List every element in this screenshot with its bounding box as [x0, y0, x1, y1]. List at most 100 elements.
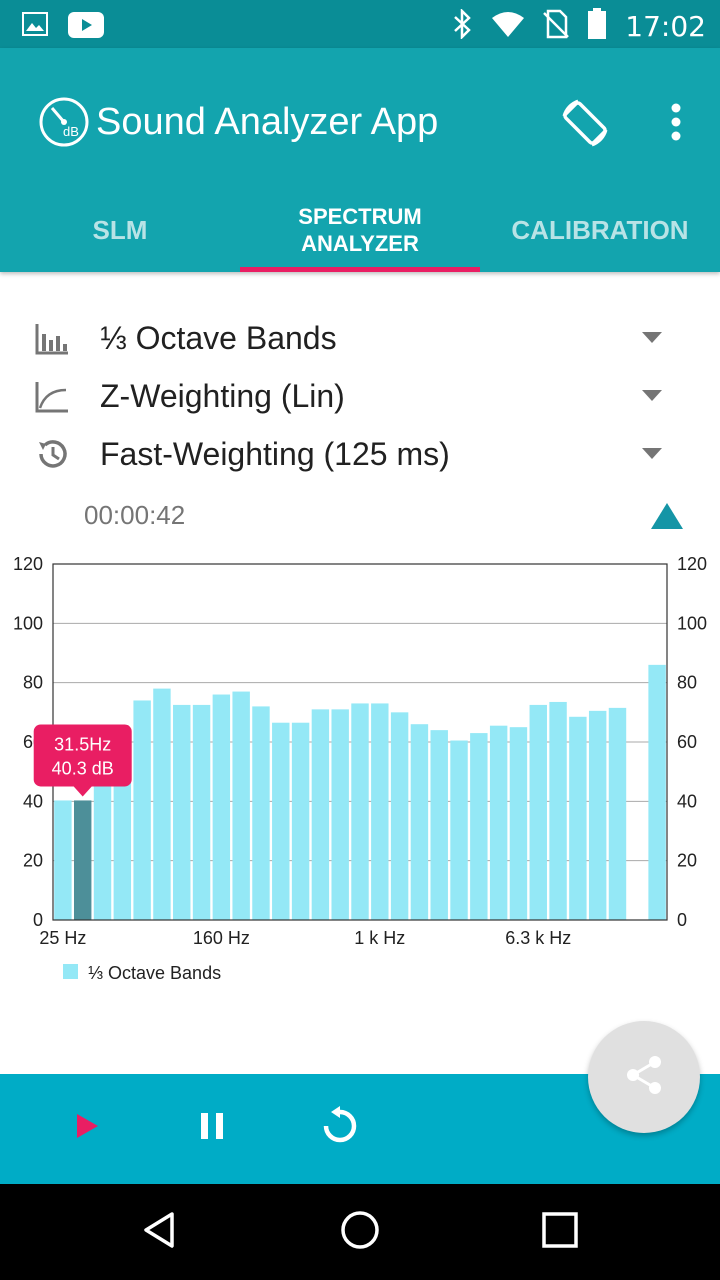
y-tick-label-left: 120	[13, 554, 43, 574]
bar-315[interactable]	[272, 722, 290, 920]
tab-calibration[interactable]: CALIBRATION	[480, 188, 720, 272]
elapsed-time: 00:00:42	[84, 500, 186, 530]
tab-slm-label: SLM	[92, 214, 148, 245]
share-button[interactable]	[588, 1021, 700, 1133]
app-logo-text: dB	[63, 124, 79, 139]
bar-1.25k[interactable]	[390, 712, 409, 920]
bar-100[interactable]	[173, 704, 191, 920]
replay-icon	[320, 1105, 360, 1151]
frequency-weighting-selector[interactable]: Z-Weighting (Lin)	[0, 368, 720, 424]
bar-63[interactable]	[133, 700, 151, 920]
y-tick-label-right: 80	[677, 673, 697, 693]
bar-630[interactable]	[331, 709, 349, 920]
battery-icon	[587, 8, 607, 45]
x-tick-label: 6.3 k Hz	[505, 928, 571, 948]
app-title: Sound Analyzer App	[96, 101, 439, 143]
tooltip-frequency: 31.5Hz	[54, 734, 111, 754]
tooltip-level: 40.3 dB	[52, 758, 114, 778]
bar-2.5k[interactable]	[450, 740, 468, 920]
band-selector[interactable]: ⅓ Octave Bands	[0, 310, 720, 366]
chevron-down-icon	[642, 332, 662, 343]
share-icon	[622, 1053, 666, 1102]
back-icon	[140, 1210, 180, 1255]
y-tick-label-left: 100	[13, 613, 43, 633]
y-tick-label-left: 80	[23, 673, 43, 693]
y-tick-label-right: 60	[677, 732, 697, 752]
chevron-down-icon	[642, 448, 662, 459]
tab-calibration-label: CALIBRATION	[511, 214, 689, 245]
pause-icon	[197, 1111, 227, 1146]
play-icon	[71, 1111, 101, 1146]
history-icon	[34, 436, 70, 472]
recents-icon	[541, 1211, 579, 1254]
bar-1k[interactable]	[371, 703, 389, 920]
bar-40[interactable]	[93, 774, 112, 920]
bar-2k[interactable]	[430, 730, 448, 920]
legend-label: ⅓ Octave Bands	[88, 963, 221, 983]
time-weighting-selector[interactable]: Fast-Weighting (125 ms)	[0, 426, 720, 482]
bar-250[interactable]	[252, 706, 270, 920]
bar-3.15k[interactable]	[470, 733, 488, 920]
bar-6.3k[interactable]	[529, 704, 547, 920]
bar-10k[interactable]	[569, 716, 587, 920]
bar-31.5[interactable]	[73, 800, 92, 920]
legend-swatch	[63, 964, 78, 979]
bar-25[interactable]	[54, 800, 72, 920]
collapse-arrow-icon[interactable]	[651, 503, 683, 529]
tooltip-box	[33, 724, 132, 787]
bar-500[interactable]	[311, 709, 330, 920]
wifi-icon	[491, 10, 525, 43]
x-tick-label: 25 Hz	[39, 928, 86, 948]
bar-160[interactable]	[212, 694, 231, 920]
image-icon	[22, 12, 48, 43]
x-tick-label: 160 Hz	[193, 928, 250, 948]
home-button[interactable]	[332, 1204, 388, 1260]
bar-16k[interactable]	[608, 707, 627, 920]
bar-200[interactable]	[232, 691, 250, 920]
bluetooth-icon	[453, 7, 473, 44]
back-button[interactable]	[132, 1204, 188, 1260]
app-logo-icon: dB	[38, 96, 90, 148]
frequency-weighting-value: Z-Weighting (Lin)	[100, 378, 345, 414]
more-vert-icon[interactable]	[660, 100, 692, 144]
home-icon	[339, 1209, 381, 1256]
tab-spectrum-analyzer-label: SPECTRUM ANALYZER	[298, 204, 422, 256]
bar-12.5k[interactable]	[588, 710, 607, 920]
bar-50[interactable]	[113, 756, 132, 920]
y-tick-label-left: 40	[23, 791, 43, 811]
bar-400[interactable]	[291, 722, 310, 920]
bar-4k[interactable]	[489, 725, 508, 920]
tab-slm[interactable]: SLM	[0, 188, 240, 272]
status-time: 17:02	[625, 10, 706, 43]
bar-Total[interactable]	[648, 664, 666, 920]
band-selector-value: ⅓ Octave Bands	[100, 320, 337, 356]
y-tick-label-right: 100	[677, 613, 707, 633]
y-tick-label-right: 0	[677, 910, 687, 930]
tab-indicator	[240, 267, 480, 272]
bar-125[interactable]	[192, 704, 211, 920]
y-tick-label-left: 20	[23, 851, 43, 871]
time-weighting-value: Fast-Weighting (125 ms)	[100, 436, 450, 472]
recents-button[interactable]	[532, 1204, 588, 1260]
y-tick-label-right: 120	[677, 554, 707, 574]
bar-800[interactable]	[351, 703, 369, 920]
pause-button[interactable]	[184, 1100, 240, 1156]
chevron-down-icon	[642, 390, 662, 401]
screen-rotation-icon[interactable]	[556, 94, 614, 152]
bar-5k[interactable]	[509, 727, 528, 920]
play-button[interactable]	[58, 1100, 114, 1156]
y-tick-label-left: 0	[33, 910, 43, 930]
tab-spectrum-analyzer[interactable]: SPECTRUM ANALYZER	[240, 188, 480, 272]
bar-8k[interactable]	[549, 701, 567, 920]
tooltip-pointer	[73, 786, 92, 797]
bar-1.6k[interactable]	[410, 724, 429, 920]
bar-80[interactable]	[153, 688, 171, 920]
reset-button[interactable]	[312, 1100, 368, 1156]
youtube-icon	[68, 12, 104, 43]
y-tick-label-right: 20	[677, 851, 697, 871]
y-tick-label-right: 40	[677, 791, 697, 811]
no-sim-icon	[543, 9, 570, 44]
x-tick-label: 1 k Hz	[354, 928, 405, 948]
weighting-curve-icon	[34, 378, 70, 414]
